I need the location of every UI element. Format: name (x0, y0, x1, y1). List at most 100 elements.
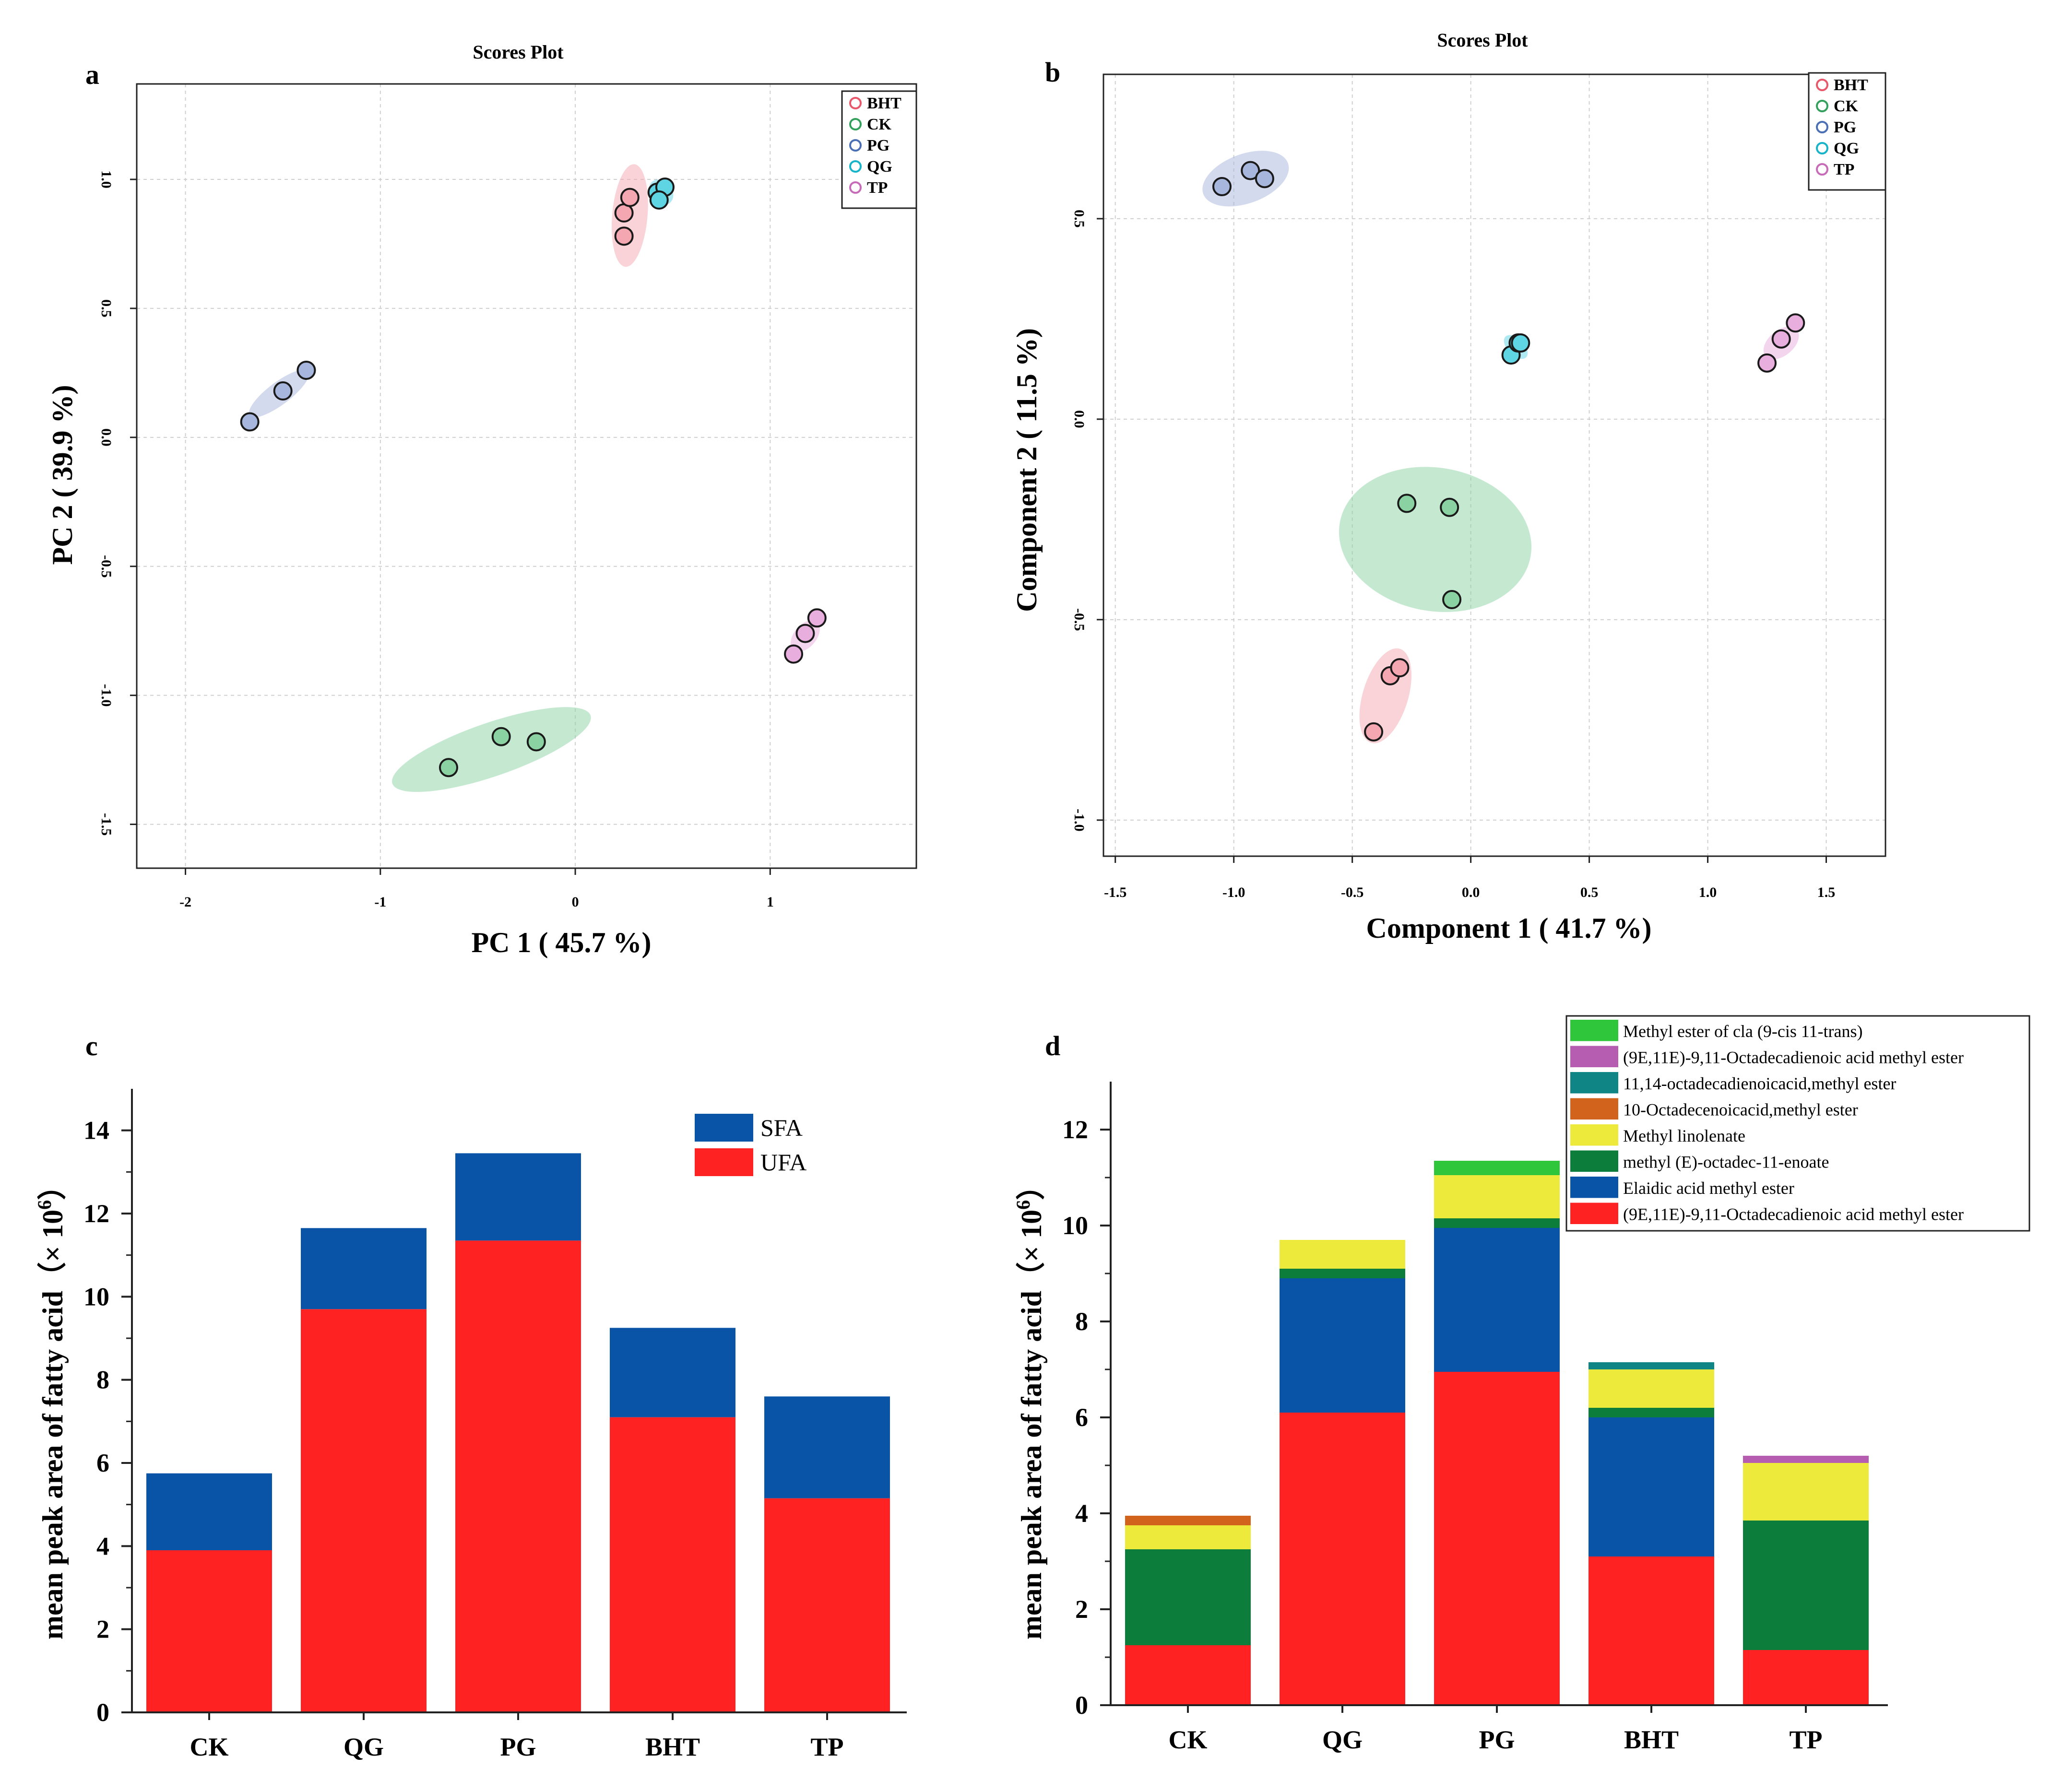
legend-swatch (1570, 1098, 1618, 1120)
legend-label: methyl (E)-octadec-11-enoate (1623, 1153, 1829, 1172)
x-tick-label: -1.0 (1222, 884, 1245, 900)
legend-label: 11,14-octadecadienoicacid,methyl ester (1623, 1074, 1896, 1093)
y-tick-label: 12 (1062, 1115, 1088, 1144)
bar-segment (610, 1417, 735, 1712)
y-tick-label: -0.5 (98, 555, 114, 578)
y-axis-title-suffix: ） (36, 1171, 69, 1200)
data-point-pg (296, 360, 316, 380)
chart-title: Scores Plot (473, 41, 564, 63)
data-point-pg (273, 381, 293, 401)
y-tick-label: 0 (96, 1698, 109, 1727)
x-tick-label: CK (190, 1733, 229, 1761)
x-tick-label: -1.5 (1104, 884, 1127, 900)
legend-label: BHT (867, 94, 901, 112)
data-point-ck (1442, 590, 1462, 610)
data-point-pg (240, 412, 260, 432)
panel-label: b (1045, 57, 1060, 88)
x-tick-label: 1.5 (1817, 884, 1836, 900)
legend-label: (9E,11E)-9,11-Octadecadienoic acid methy… (1623, 1205, 1964, 1224)
y-tick-label: 4 (1075, 1499, 1088, 1528)
data-point-bht (620, 188, 640, 207)
bar-segment (1589, 1369, 1714, 1408)
legend-label: CK (1834, 97, 1859, 115)
bar-segment (1125, 1516, 1251, 1525)
legend-marker-bht (1816, 79, 1828, 91)
x-tick-label: 0.0 (1462, 884, 1480, 900)
y-tick-label: 1.0 (98, 170, 114, 189)
x-tick-label: 0 (572, 894, 579, 910)
bar-segment (1280, 1240, 1405, 1269)
y-tick-label: 10 (1062, 1211, 1088, 1240)
bar-segment (1434, 1218, 1560, 1228)
x-tick-label: -1 (374, 894, 386, 910)
y-tick-label: 6 (1075, 1403, 1088, 1432)
legend-label: SFA (760, 1114, 803, 1141)
legend-label: TP (867, 179, 888, 197)
bar-segment (455, 1240, 581, 1712)
legend-swatch (1570, 1177, 1618, 1198)
legend-swatch (1570, 1020, 1618, 1041)
y-axis-title: mean peak area of fatty acid（× 106） (34, 1171, 69, 1639)
y-tick-label: 8 (96, 1366, 109, 1394)
plot-frame (1103, 73, 1886, 857)
bar-segment (1434, 1228, 1560, 1372)
y-tick-label: 0.5 (1071, 210, 1087, 228)
legend-swatch (1570, 1046, 1618, 1067)
legend-label: BHT (1834, 76, 1868, 94)
confidence-ellipse-ck (1339, 467, 1532, 612)
bar-segment (764, 1498, 890, 1712)
y-tick-label: -1.0 (1071, 809, 1087, 832)
panel-label: c (85, 1030, 98, 1061)
legend-marker-tp (849, 181, 862, 194)
y-axis-title: PC 2 ( 39.9 %) (47, 385, 78, 565)
y-axis-title-text: mean peak area of fatty acid（× 10 (36, 1210, 69, 1639)
y-tick-label: 10 (83, 1282, 109, 1311)
y-tick-label: 2 (96, 1615, 109, 1644)
bar-segment (1743, 1650, 1869, 1705)
bar-segment (764, 1396, 890, 1498)
legend-marker-qg (1816, 142, 1828, 154)
bar-segment (1589, 1362, 1714, 1369)
legend-marker-ck (1816, 100, 1828, 112)
data-point-ck (439, 758, 458, 778)
legend-label: TP (1834, 161, 1854, 178)
legend: Methyl ester of cla (9-cis 11-trans) (9E,… (1565, 1015, 2030, 1232)
y-tick-label: 0.5 (98, 299, 114, 318)
bar-segment (1589, 1556, 1714, 1705)
bar-segment (1125, 1549, 1251, 1645)
plot-frame (136, 83, 917, 869)
bar-segment (146, 1550, 272, 1712)
y-tick-label: -0.5 (1071, 608, 1087, 631)
x-tick-label: -0.5 (1341, 884, 1364, 900)
scatter-panel-a: -2 -1 0 1 -1.5 -1.0 -0.5 0.0 0.5 1.0 Scores Plot a P… (47, 41, 917, 958)
bar-segment (1280, 1269, 1405, 1278)
data-point-bht (1364, 722, 1384, 742)
legend-label: Methyl ester of cla (9-cis 11-trans) (1623, 1022, 1862, 1041)
data-point-tp (784, 644, 804, 664)
y-axis-title-text: mean peak area of fatty acid（× 10 (1015, 1210, 1047, 1639)
legend: BHT CK PG QG TP (1808, 72, 1886, 191)
legend-label: Methyl linolenate (1623, 1126, 1745, 1145)
y-tick-label: -1.0 (98, 684, 114, 707)
data-point-tp (795, 624, 815, 643)
bar-segment (1434, 1161, 1560, 1175)
data-point-qg (649, 190, 669, 210)
legend-marker-pg (1816, 121, 1828, 133)
legend-label: Elaidic acid methyl ester (1623, 1179, 1794, 1198)
bar-panel-d: CK QG PG BHT TP 0 2 4 6 8 10 12 d mean peak area of f… (1012, 1015, 2030, 1754)
x-tick-label: 1 (767, 894, 774, 910)
legend-marker-ck (849, 118, 862, 130)
x-tick-label: CK (1169, 1725, 1208, 1754)
bar-segment (1589, 1417, 1714, 1556)
legend-marker-tp (1816, 163, 1828, 176)
bar-segment (1434, 1372, 1560, 1705)
data-point-pg (1212, 177, 1232, 197)
y-tick-label: 0.0 (98, 428, 114, 447)
y-axis-title: mean peak area of fatty acid（× 106） (1012, 1171, 1047, 1639)
panel-label: d (1045, 1030, 1060, 1061)
data-point-tp (1757, 353, 1777, 373)
data-point-bht (614, 226, 634, 246)
x-tick-label: PG (1479, 1725, 1515, 1754)
y-axis-title-suffix: ） (1015, 1171, 1047, 1200)
